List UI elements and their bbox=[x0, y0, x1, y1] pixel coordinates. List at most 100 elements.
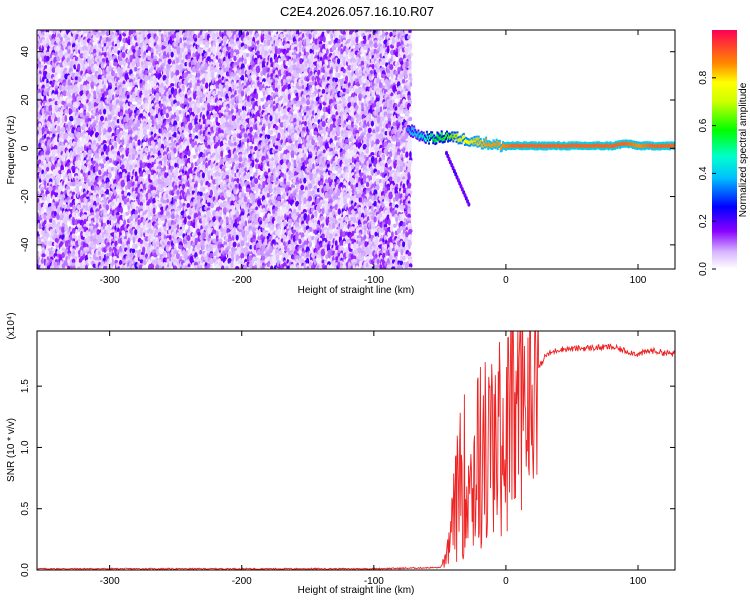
heatmap-cell bbox=[118, 259, 123, 266]
heatmap-cell bbox=[115, 188, 120, 193]
heatmap-cell bbox=[77, 131, 81, 139]
heatmap-cell bbox=[160, 187, 165, 193]
heatmap-cell bbox=[189, 82, 192, 89]
heatmap-cell bbox=[61, 157, 65, 162]
heatmap-cell bbox=[97, 247, 102, 252]
heatmap-cell bbox=[51, 33, 56, 41]
heatmap-cell bbox=[196, 196, 200, 201]
heatmap-cell bbox=[98, 169, 102, 176]
heatmap-cell bbox=[209, 189, 213, 197]
heatmap-cell bbox=[142, 259, 147, 266]
heatmap-cell bbox=[142, 218, 146, 226]
heatmap-cell bbox=[170, 213, 176, 220]
heatmap-cell bbox=[157, 46, 162, 53]
heatmap-cell bbox=[103, 108, 107, 115]
heatmap-cell bbox=[54, 196, 59, 202]
heatmap-cell bbox=[53, 140, 57, 145]
heatmap-cell bbox=[85, 264, 88, 269]
heatmap-cell bbox=[71, 181, 76, 187]
heatmap-cell bbox=[74, 256, 78, 261]
heatmap-cell bbox=[225, 66, 229, 72]
heatmap-cell bbox=[46, 214, 51, 221]
heatmap-cell bbox=[144, 74, 149, 82]
heatmap-cell bbox=[64, 217, 68, 225]
heatmap-cell bbox=[72, 188, 76, 193]
heatmap-cell bbox=[121, 244, 125, 249]
heatmap-cell bbox=[210, 161, 214, 169]
heatmap-cell bbox=[210, 148, 213, 154]
heatmap-cell bbox=[69, 115, 74, 122]
heatmap-cell bbox=[141, 265, 147, 269]
heatmap-cell bbox=[41, 214, 44, 219]
heatmap-cell bbox=[205, 82, 209, 89]
heatmap-cell bbox=[91, 57, 94, 63]
heatmap-cell bbox=[61, 252, 65, 259]
heatmap-cell bbox=[165, 112, 170, 119]
heatmap-cell bbox=[195, 152, 199, 157]
heatmap-cell bbox=[75, 212, 79, 220]
heatmap-cell bbox=[124, 83, 129, 89]
heatmap-cell bbox=[158, 219, 162, 225]
heatmap-cell bbox=[69, 132, 75, 138]
heatmap-cell bbox=[64, 84, 68, 92]
heatmap-cell bbox=[187, 162, 190, 168]
heatmap-cell bbox=[222, 229, 227, 236]
heatmap-cell bbox=[212, 50, 216, 55]
heatmap-cell bbox=[187, 149, 191, 157]
heatmap-cell bbox=[63, 43, 67, 50]
heatmap-cell bbox=[131, 248, 136, 254]
heatmap-cell bbox=[142, 171, 146, 178]
heatmap-cell bbox=[61, 117, 66, 124]
heatmap-cell bbox=[166, 198, 169, 204]
heatmap-cell bbox=[213, 55, 216, 63]
heatmap-cell bbox=[117, 41, 120, 49]
heatmap-cell bbox=[139, 109, 143, 114]
heatmap-cell bbox=[148, 121, 152, 126]
heatmap-cell bbox=[48, 67, 53, 74]
heatmap-cell bbox=[67, 49, 71, 54]
heatmap-cell bbox=[121, 52, 126, 59]
heatmap-cell bbox=[122, 102, 126, 109]
heatmap-cell bbox=[210, 114, 214, 121]
heatmap-cell bbox=[56, 177, 60, 185]
heatmap-cell bbox=[230, 196, 234, 201]
heatmap-cell bbox=[49, 218, 53, 223]
heatmap-cell bbox=[53, 261, 58, 268]
heatmap-cell bbox=[215, 64, 219, 69]
heatmap-cell bbox=[183, 188, 187, 193]
heatmap-cell bbox=[45, 51, 51, 57]
heatmap-cell bbox=[170, 159, 175, 167]
heatmap-cell bbox=[89, 180, 94, 186]
heatmap-cell bbox=[45, 232, 50, 239]
heatmap-cell bbox=[116, 245, 119, 250]
heatmap-cell bbox=[108, 158, 113, 163]
heatmap-cell bbox=[199, 249, 203, 255]
heatmap-cell bbox=[155, 264, 160, 269]
heatmap-cell bbox=[72, 177, 76, 183]
heatmap-cell bbox=[184, 216, 187, 225]
heatmap-cell bbox=[80, 178, 84, 183]
heatmap-cell bbox=[173, 147, 177, 154]
heatmap-cell bbox=[71, 228, 76, 235]
heatmap-cell bbox=[98, 70, 102, 75]
heatmap-cell bbox=[63, 132, 68, 140]
heatmap-cell bbox=[190, 45, 194, 52]
heatmap-cell bbox=[45, 55, 50, 61]
heatmap-cell bbox=[62, 90, 67, 97]
heatmap-cell bbox=[217, 100, 222, 105]
heatmap-cell bbox=[163, 253, 167, 258]
heatmap-cell bbox=[210, 202, 215, 209]
heatmap-cell bbox=[53, 145, 58, 150]
heatmap-cell bbox=[106, 219, 110, 225]
heatmap-cell bbox=[149, 126, 154, 132]
heatmap-cell bbox=[145, 112, 149, 120]
heatmap-cell bbox=[43, 159, 47, 165]
heatmap-cell bbox=[119, 219, 123, 225]
heatmap-cell bbox=[67, 121, 72, 126]
heatmap-cell bbox=[183, 131, 188, 136]
heatmap-cell bbox=[168, 204, 172, 210]
heatmap-cell bbox=[45, 166, 50, 172]
heatmap-cell bbox=[55, 36, 60, 44]
heatmap-cell bbox=[75, 228, 78, 235]
